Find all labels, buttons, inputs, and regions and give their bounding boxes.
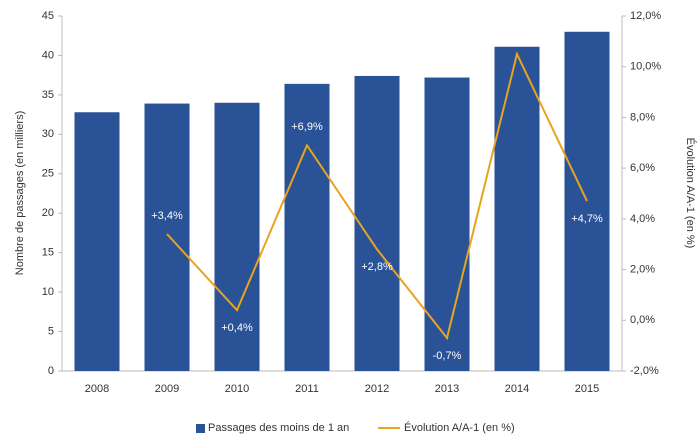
x-tick-label: 2013 [435,383,459,395]
x-tick-label: 2011 [295,383,319,395]
y2-tick-label: 10,0% [630,61,661,73]
y-tick-label: 10 [42,286,54,298]
data-label: +2,8% [361,261,393,273]
x-tick-label: 2009 [155,383,179,395]
y2-tick-label: 6,0% [630,162,655,174]
legend-label: Passages des moins de 1 an [208,422,349,434]
x-tick-label: 2012 [365,383,389,395]
legend-label: Évolution A/A-1 (en %) [404,421,515,434]
y2-tick-label: 8,0% [630,111,655,123]
y-tick-label: 20 [42,207,54,219]
y2-tick-label: 4,0% [630,213,655,225]
y-tick-label: 0 [48,365,54,377]
y-tick-label: 45 [42,10,54,22]
y-tick-label: 25 [42,168,54,180]
x-tick-label: 2010 [225,383,249,395]
y2-tick-label: 0,0% [630,314,655,326]
y-tick-label: 15 [42,247,54,259]
bar [214,102,260,372]
x-tick-label: 2014 [505,383,529,395]
bar [144,103,190,372]
data-label: +4,7% [571,213,603,225]
y-tick-label: 30 [42,128,54,140]
y2-tick-label: 12,0% [630,10,661,22]
x-tick-label: 2015 [575,383,599,395]
y2-axis-label: Évolution A/A-1 (en %) [684,138,697,249]
legend-swatch [196,424,205,433]
bar [564,31,610,372]
data-label: +10,5% [498,30,536,42]
bar [494,46,540,372]
bar [74,112,120,371]
x-tick-label: 2008 [85,383,109,395]
data-label: +6,9% [291,121,323,133]
y-tick-label: 5 [48,325,54,337]
bar [354,75,400,371]
data-label: +3,4% [151,210,183,222]
y2-tick-label: 2,0% [630,263,655,275]
data-label: -0,7% [433,350,462,362]
y-tick-label: 35 [42,89,54,101]
y-axis-label: Nombre de passages (en milliers) [14,111,26,275]
data-label: +0,4% [221,322,253,334]
bar [284,83,330,371]
line [166,51,588,341]
y-tick-label: 40 [42,49,54,61]
bar [424,77,470,372]
y2-tick-label: -2,0% [630,365,659,377]
